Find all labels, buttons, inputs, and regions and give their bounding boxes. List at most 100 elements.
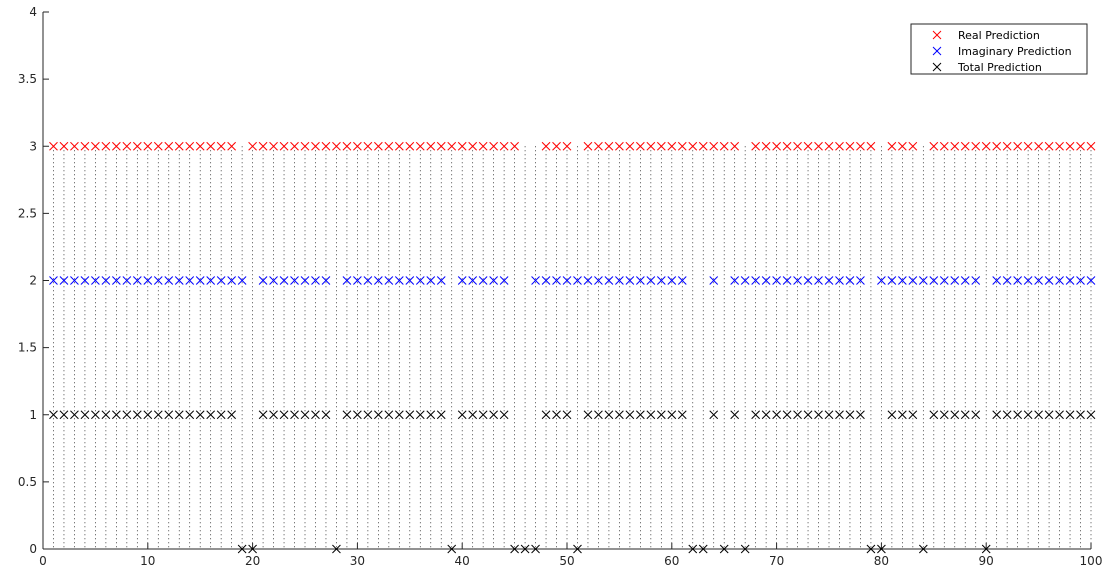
total-prediction-point: [929, 410, 939, 420]
x-tick-label: 40: [455, 554, 470, 568]
y-tick-label: 1.5: [18, 341, 37, 355]
y-tick-label: 3: [29, 139, 37, 153]
imaginary-prediction-point: [49, 276, 58, 285]
imaginary-prediction-point: [185, 276, 195, 285]
axes: 0 10 20 30 40 50 60 70 80 90 100 0 0.5 1 1.5 2 2.5 3 3.5 4: [18, 5, 1103, 568]
legend-label-imaginary-prediction: Imaginary Prediction: [958, 45, 1072, 58]
x-tick-label: 30: [350, 554, 365, 568]
total-prediction-point: [342, 410, 352, 420]
total-prediction-point: [698, 544, 708, 554]
imaginary-prediction-point: [677, 276, 687, 285]
total-prediction-point: [835, 410, 844, 420]
total-prediction-point: [311, 410, 320, 420]
real-prediction-point: [122, 141, 132, 151]
total-prediction-point: [814, 410, 823, 420]
real-prediction-point: [80, 141, 90, 151]
total-prediction-point: [520, 544, 530, 554]
imaginary-prediction-point: [1002, 276, 1012, 285]
real-prediction-point: [384, 141, 394, 151]
imaginary-prediction-point: [101, 276, 111, 285]
real-prediction-point: [405, 141, 415, 151]
total-prediction-point: [751, 410, 760, 420]
total-prediction-point: [415, 410, 425, 420]
imaginary-prediction-point: [761, 276, 771, 285]
total-prediction-point: [237, 544, 247, 554]
total-prediction-point: [552, 410, 561, 420]
real-prediction-point: [415, 141, 425, 151]
total-prediction-point: [49, 410, 58, 420]
imaginary-prediction-point: [153, 276, 163, 285]
real-prediction-point: [939, 141, 949, 151]
real-prediction-point: [1076, 141, 1085, 151]
real-prediction-point: [604, 141, 614, 151]
real-prediction-point: [950, 141, 960, 151]
real-prediction-point: [164, 141, 174, 151]
total-prediction-point: [436, 410, 446, 420]
real-prediction-point: [562, 141, 572, 151]
total-prediction-point: [866, 544, 876, 554]
imaginary-prediction-point: [374, 276, 383, 285]
total-prediction-point: [971, 410, 981, 420]
real-prediction-point: [101, 141, 111, 151]
real-prediction-point: [321, 141, 331, 151]
total-prediction-point: [1002, 410, 1012, 420]
imaginary-prediction-point: [845, 276, 855, 285]
imaginary-prediction-point: [436, 276, 446, 285]
real-prediction-point: [981, 141, 991, 151]
imaginary-prediction-point: [258, 276, 268, 285]
real-prediction-point: [845, 141, 855, 151]
real-prediction-point: [782, 141, 792, 151]
real-prediction-point: [153, 141, 163, 151]
x-tick-label: 20: [245, 554, 260, 568]
total-prediction-point: [908, 410, 918, 420]
real-prediction-point: [636, 141, 645, 151]
x-tick-label: 80: [874, 554, 889, 568]
total-prediction-point: [457, 410, 467, 420]
x-tick-label: 0: [39, 554, 47, 568]
total-prediction-point: [499, 410, 509, 420]
real-prediction-point: [960, 141, 970, 151]
real-prediction-point: [814, 141, 823, 151]
imaginary-prediction-point: [992, 276, 1002, 285]
imaginary-prediction-point: [227, 276, 236, 285]
total-prediction-point: [468, 410, 478, 420]
total-prediction-point: [918, 544, 928, 554]
imaginary-prediction-point: [960, 276, 970, 285]
total-prediction-point: [353, 410, 362, 420]
total-prediction-point: [898, 410, 907, 420]
total-prediction-point: [594, 410, 603, 420]
real-prediction-point: [1086, 141, 1096, 151]
imaginary-prediction-point: [898, 276, 907, 285]
data-markers: [49, 141, 1096, 554]
total-prediction-point: [625, 410, 635, 420]
total-prediction-point: [719, 544, 729, 554]
total-prediction-point: [824, 410, 834, 420]
total-prediction-point: [562, 410, 572, 420]
total-prediction-point: [478, 410, 488, 420]
total-prediction-point: [604, 410, 614, 420]
real-prediction-point: [677, 141, 687, 151]
total-prediction-point: [174, 410, 184, 420]
real-prediction-point: [656, 141, 666, 151]
total-prediction-point: [981, 544, 991, 554]
total-prediction-point: [321, 410, 331, 420]
imaginary-prediction-point: [877, 276, 886, 285]
total-prediction-point: [153, 410, 163, 420]
imaginary-prediction-point: [1013, 276, 1022, 285]
real-prediction-point: [112, 141, 121, 151]
imaginary-prediction-point: [59, 276, 69, 285]
legend-label-total-prediction: Total Prediction: [957, 61, 1042, 74]
real-prediction-point: [510, 141, 519, 151]
real-prediction-point: [300, 141, 310, 151]
total-prediction-point: [782, 410, 792, 420]
legend-marker-real-prediction: [932, 30, 942, 40]
real-prediction-point: [552, 141, 561, 151]
real-prediction-point: [457, 141, 467, 151]
total-prediction-point: [656, 410, 666, 420]
real-prediction-point: [279, 141, 289, 151]
y-tick-label: 0.5: [18, 475, 37, 489]
total-prediction-point: [1044, 410, 1054, 420]
imaginary-prediction-point: [426, 276, 436, 285]
real-prediction-point: [583, 141, 593, 151]
